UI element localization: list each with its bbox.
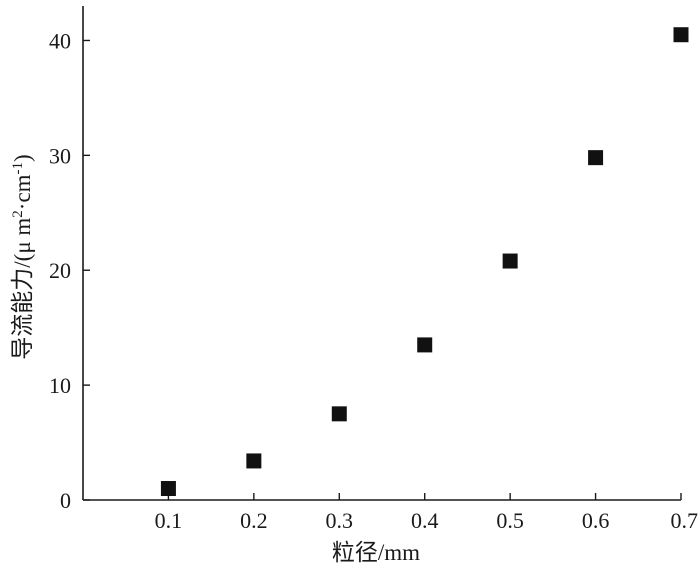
y-tick-label: 30 [49,143,71,168]
data-point-marker [246,453,262,469]
y-axis-title-sup1: 2 [10,210,26,218]
data-point-marker [331,406,347,422]
x-tick-label: 0.4 [411,508,439,533]
y-axis-title-main: 导流能力/(μ m [10,218,35,360]
axes [82,6,681,501]
x-tick-label: 0.5 [496,508,524,533]
y-tick-label: 20 [49,258,71,283]
x-tick-label: 0.2 [240,508,268,533]
data-point-marker [673,27,689,43]
data-points [160,27,689,497]
x-axis-title: 粒径/mm [332,540,420,565]
x-tick-label: 0.7 [671,508,699,533]
data-point-marker [417,337,433,353]
y-tick-label: 40 [49,28,71,53]
data-point-marker [160,481,176,497]
data-point-marker [502,253,518,269]
data-point-marker [588,150,604,166]
y-tick-label: 0 [60,488,71,513]
x-tick-label: 0.1 [155,508,183,533]
y-axis-title-mid: ·cm [10,174,35,210]
y-axis-title: 导流能力/(μ m2·cm-1) [10,154,35,359]
y-tick-label: 10 [49,373,71,398]
x-tick-label: 0.3 [326,508,354,533]
ticks: 0.1 0.2 0.3 0.4 0.5 0.6 0.7 0 10 20 30 40 [49,28,698,533]
y-axis-title-sup2: -1 [10,162,26,175]
y-axis-title-end: ) [10,154,35,162]
x-tick-label: 0.6 [582,508,610,533]
